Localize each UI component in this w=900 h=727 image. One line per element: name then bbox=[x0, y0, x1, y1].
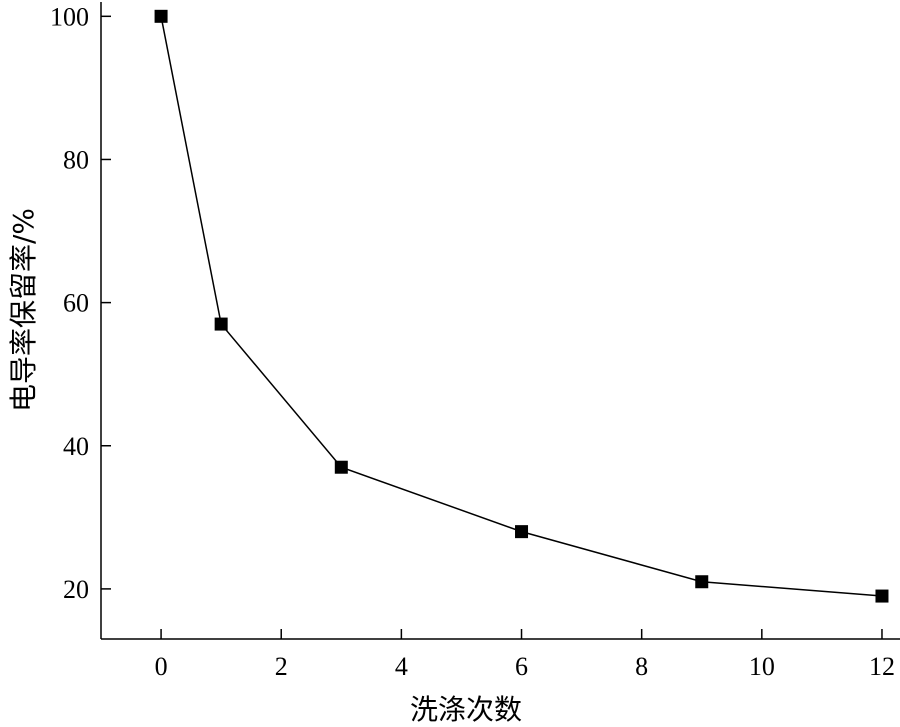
y-ticks-group: 20 40 60 80 100 bbox=[50, 2, 111, 604]
x-tick-label: 4 bbox=[395, 652, 408, 681]
y-tick-label: 100 bbox=[50, 2, 89, 31]
data-point-marker bbox=[875, 589, 889, 603]
axes-group bbox=[100, 2, 900, 640]
y-tick-label: 40 bbox=[63, 432, 89, 461]
x-tick-label: 8 bbox=[635, 652, 648, 681]
y-tick-label: 60 bbox=[63, 289, 89, 318]
y-tick-label: 20 bbox=[63, 575, 89, 604]
x-tick-label: 0 bbox=[155, 652, 168, 681]
data-point-marker bbox=[515, 525, 529, 539]
x-tick-label: 12 bbox=[869, 652, 895, 681]
data-point-marker bbox=[695, 575, 709, 589]
data-point-marker bbox=[334, 460, 348, 474]
series-group bbox=[154, 9, 889, 603]
x-tick-label: 2 bbox=[275, 652, 288, 681]
series-line bbox=[160, 16, 883, 597]
data-point-marker bbox=[214, 317, 228, 331]
x-tick-label: 6 bbox=[515, 652, 528, 681]
x-tick-label: 10 bbox=[749, 652, 775, 681]
y-tick-label: 80 bbox=[63, 145, 89, 174]
data-point-marker bbox=[154, 9, 168, 23]
x-axis-title: 洗涤次数 bbox=[410, 693, 522, 726]
x-ticks-group: 0 2 4 6 8 10 12 bbox=[155, 629, 895, 681]
y-axis-title: 电导率保留率/% bbox=[7, 208, 40, 412]
